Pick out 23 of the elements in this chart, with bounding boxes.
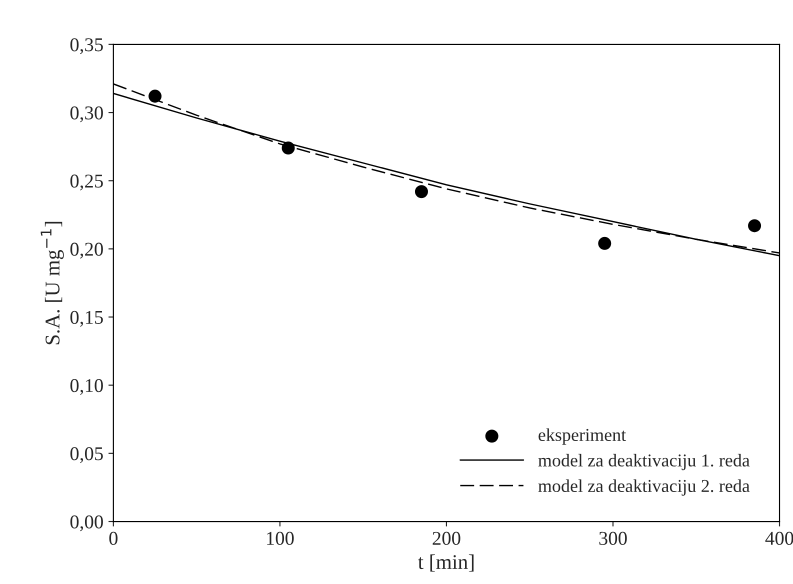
x-axis-title: t [min]: [418, 554, 474, 572]
y-tick-label: 0,00: [70, 515, 103, 532]
legend-label: model za deaktivaciju 1. reda: [538, 454, 750, 470]
y-tick-label: 0,35: [70, 38, 103, 54]
x-tick-label: 300: [599, 532, 627, 545]
legend-label: model za deaktivaciju 2. reda: [538, 479, 750, 496]
point: [282, 141, 295, 154]
y-tick-label: 0,30: [70, 106, 103, 122]
point: [148, 90, 162, 103]
x-tick-label: 0: [109, 532, 118, 545]
point: [414, 185, 428, 198]
y-axis-title: S.A. [U mg$^{−1}$]: [40, 222, 64, 344]
point: [748, 219, 762, 232]
point: [598, 236, 612, 250]
x-tick-label: 400: [765, 532, 793, 545]
legend-label: eksperiment: [538, 428, 626, 445]
y-tick-label: 0,20: [70, 242, 103, 259]
x-tick-label: 200: [432, 532, 460, 545]
y-tick-label: 0,10: [70, 379, 103, 395]
y-tick-label: 0,15: [70, 310, 103, 327]
y-tick-label: 0,25: [70, 174, 103, 190]
y-tick-label: 0,05: [70, 447, 103, 464]
x-tick-label: 100: [267, 532, 294, 545]
